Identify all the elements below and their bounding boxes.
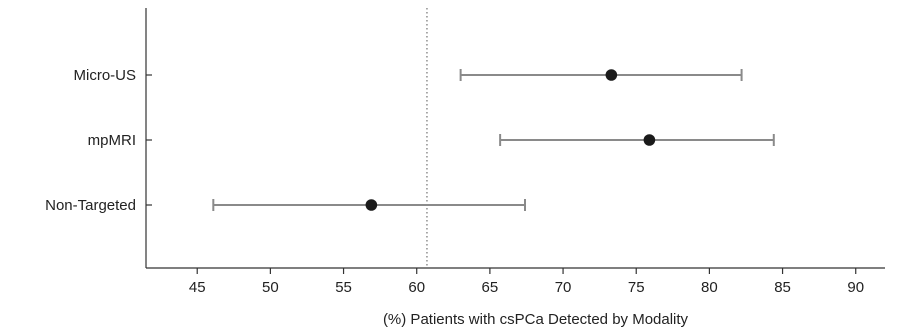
x-axis-title: (%) Patients with csPCa Detected by Moda… [383, 311, 689, 328]
x-tick-label-50: 50 [262, 279, 279, 296]
category-label-non-targeted: Non-Targeted [45, 197, 136, 214]
estimate-point-non-targeted [365, 199, 378, 211]
plot-marks [212, 69, 775, 211]
x-axis-ticks: 45 50 55 60 65 70 75 80 85 90 [189, 268, 864, 296]
axes [145, 8, 885, 269]
y-axis-categories: Micro-US mpMRI Non-Targeted [45, 67, 152, 214]
x-tick-label-70: 70 [555, 279, 572, 296]
x-tick-label-60: 60 [408, 279, 425, 296]
x-tick-label-65: 65 [482, 279, 499, 296]
category-label-mpmri: mpMRI [88, 132, 136, 149]
estimate-point-micro-us [605, 69, 618, 81]
estimate-point-mpmri [643, 134, 656, 146]
x-tick-label-85: 85 [774, 279, 791, 296]
category-label-micro-us: Micro-US [74, 67, 137, 84]
x-tick-label-45: 45 [189, 279, 206, 296]
x-tick-label-90: 90 [847, 279, 864, 296]
x-tick-label-55: 55 [335, 279, 352, 296]
x-tick-label-75: 75 [628, 279, 645, 296]
x-tick-label-80: 80 [701, 279, 718, 296]
